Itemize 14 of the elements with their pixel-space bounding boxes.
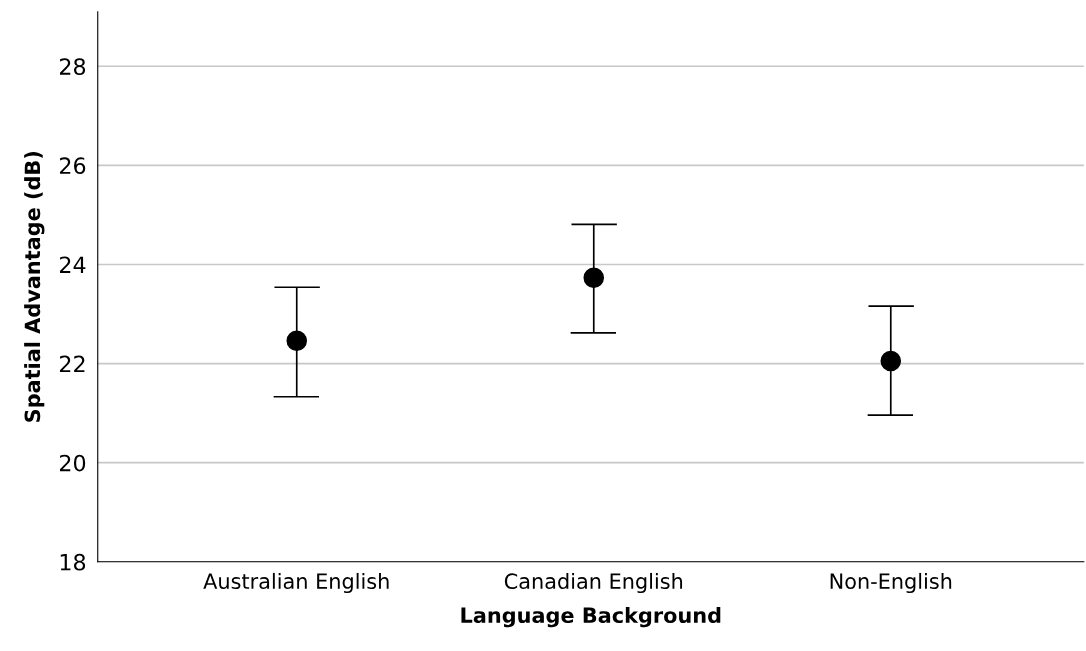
point [286, 330, 308, 352]
x-axis-title: Language Background [461, 606, 721, 628]
point [583, 267, 605, 289]
point [880, 350, 902, 372]
y-tick-label: 26 [59, 157, 86, 175]
x-tick-label: Non-English [830, 572, 952, 594]
y-tick-label: 18 [60, 553, 86, 571]
y-tick-label: 24 [59, 256, 86, 273]
x-tick-label: Australian English [203, 572, 389, 594]
y-tick-label: 22 [59, 355, 85, 373]
y-tick-label: 28 [59, 58, 86, 75]
y-axis-title: Spatial Advantage (dB) [24, 151, 45, 422]
x-tick-label: Canadian English [504, 572, 683, 594]
y-tick-label: 20 [59, 454, 86, 472]
